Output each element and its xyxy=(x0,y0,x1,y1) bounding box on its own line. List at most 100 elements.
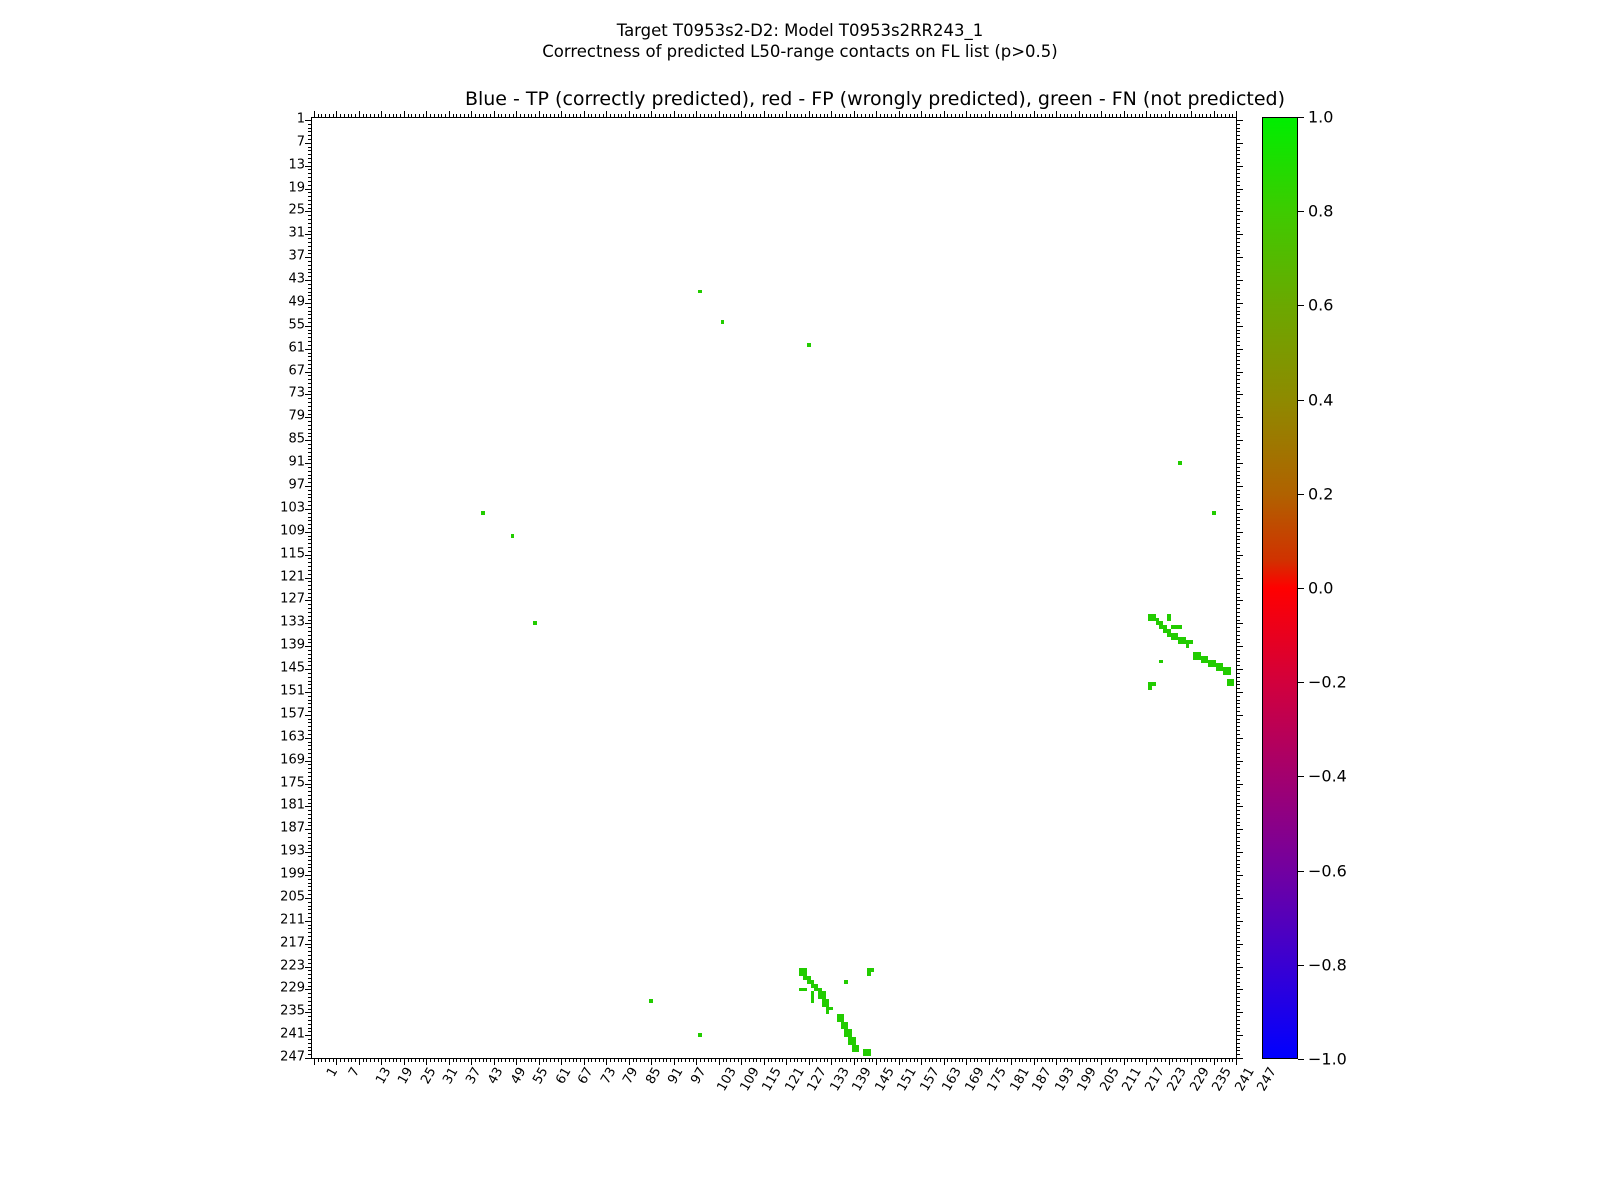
y-axis-tick-right xyxy=(1236,916,1240,918)
y-axis-tick-right xyxy=(1236,981,1240,983)
x-axis-tick-top xyxy=(1104,114,1106,118)
x-axis-tick xyxy=(392,1058,394,1062)
x-axis-tick-top xyxy=(381,111,383,118)
y-axis-tick xyxy=(308,333,312,335)
x-axis-tick xyxy=(673,1058,675,1065)
x-axis-tick-label: 13 xyxy=(373,1065,395,1087)
y-axis-tick xyxy=(308,482,312,484)
y-axis-tick xyxy=(308,154,312,156)
y-axis-tick xyxy=(308,505,312,507)
x-axis-tick-top xyxy=(969,114,971,118)
contact-cell xyxy=(821,1002,826,1007)
y-axis-tick-right xyxy=(1236,230,1240,232)
y-axis-tick-right xyxy=(1236,741,1240,743)
y-axis-tick xyxy=(308,383,312,385)
y-axis-tick xyxy=(308,589,312,590)
x-axis-tick-top xyxy=(400,114,402,118)
x-axis-tick-label: 7 xyxy=(346,1065,364,1080)
x-axis-tick-top xyxy=(482,114,484,118)
contact-cell xyxy=(1174,625,1179,630)
x-axis-tick xyxy=(490,1058,492,1062)
x-axis-tick-top xyxy=(415,114,417,118)
y-axis-tick-right xyxy=(1236,1054,1240,1056)
y-axis-tick-right xyxy=(1236,207,1240,209)
contact-cell xyxy=(1200,659,1205,664)
x-axis-tick-top xyxy=(1116,114,1118,118)
x-axis-tick xyxy=(411,1058,413,1062)
y-axis-tick xyxy=(308,322,312,324)
colorbar-tick xyxy=(1298,682,1304,684)
y-axis-tick xyxy=(308,493,312,495)
y-axis-tick-right xyxy=(1236,791,1240,793)
y-axis-tick-right xyxy=(1236,188,1243,190)
x-axis-tick xyxy=(1097,1058,1099,1062)
y-axis-tick-right xyxy=(1236,283,1240,285)
y-axis-tick xyxy=(305,760,312,762)
y-axis-tick-right xyxy=(1236,913,1240,915)
y-axis-tick-label: 103 xyxy=(280,500,305,516)
x-axis-tick xyxy=(954,1058,956,1062)
x-axis-tick xyxy=(422,1058,424,1062)
x-axis-tick xyxy=(403,1058,405,1065)
y-axis-tick-right xyxy=(1236,722,1240,724)
x-axis-tick-top xyxy=(1056,111,1058,118)
x-axis-tick xyxy=(418,1058,420,1062)
x-axis-tick-top xyxy=(879,114,881,118)
contact-cell xyxy=(1170,632,1175,637)
x-axis-tick xyxy=(718,1058,720,1065)
x-axis-tick-label: 19 xyxy=(395,1065,417,1087)
y-axis-tick xyxy=(308,379,312,381)
y-axis-tick xyxy=(308,219,312,221)
x-axis-tick-top xyxy=(1202,114,1204,118)
x-axis-tick xyxy=(336,1058,338,1065)
x-axis-tick-top xyxy=(718,111,720,118)
y-axis-tick-right xyxy=(1236,497,1240,499)
y-axis-tick-label: 121 xyxy=(280,569,305,585)
y-axis-tick xyxy=(308,733,312,735)
y-axis-tick-right xyxy=(1236,379,1240,381)
x-axis-tick-top xyxy=(857,114,859,118)
x-axis-tick xyxy=(553,1058,555,1062)
y-axis-tick-right xyxy=(1236,398,1240,400)
y-axis-tick xyxy=(305,119,312,121)
x-axis-tick xyxy=(647,1058,649,1062)
x-axis-tick xyxy=(1217,1058,1219,1062)
y-axis-tick-right xyxy=(1236,360,1240,362)
x-axis-tick-top xyxy=(561,111,563,118)
x-axis-tick xyxy=(943,1058,945,1065)
x-axis-tick-top xyxy=(565,114,567,118)
x-axis-tick-top xyxy=(1071,114,1073,118)
x-axis-tick-top xyxy=(403,111,405,118)
x-axis-tick-top xyxy=(632,114,634,118)
x-axis-tick xyxy=(1078,1058,1080,1065)
x-axis-tick xyxy=(909,1058,911,1062)
x-axis-tick xyxy=(1108,1058,1110,1062)
x-axis-tick-top xyxy=(733,114,735,118)
contact-cell xyxy=(1178,625,1182,630)
contact-data-layer xyxy=(312,118,1236,1058)
contact-cell xyxy=(851,1037,856,1041)
x-axis-tick xyxy=(685,1058,687,1062)
x-axis-tick-top xyxy=(726,114,728,118)
y-axis-tick-right xyxy=(1236,180,1240,182)
y-axis-tick xyxy=(305,966,312,968)
y-axis-tick-right xyxy=(1236,547,1240,549)
contact-cell xyxy=(1223,670,1227,675)
y-axis-tick xyxy=(308,474,312,476)
x-axis-tick xyxy=(1048,1058,1050,1062)
y-axis-tick-label: 205 xyxy=(280,889,305,905)
x-axis-tick xyxy=(1119,1058,1121,1062)
x-axis-tick-top xyxy=(505,114,507,118)
contact-map-plot-area[interactable] xyxy=(305,111,1243,1065)
y-axis-tick-label: 85 xyxy=(288,431,305,447)
x-axis-tick-top xyxy=(924,114,926,118)
colorbar-tick xyxy=(1298,1059,1304,1060)
x-axis-tick xyxy=(745,1058,746,1062)
y-axis-tick-right xyxy=(1236,470,1240,472)
y-axis-tick xyxy=(308,436,312,438)
contact-cell xyxy=(825,1006,830,1011)
y-axis-tick-right xyxy=(1236,447,1240,449)
x-axis-tick xyxy=(437,1058,439,1062)
x-axis-tick-top xyxy=(542,114,544,118)
x-axis-tick-top xyxy=(625,114,627,118)
